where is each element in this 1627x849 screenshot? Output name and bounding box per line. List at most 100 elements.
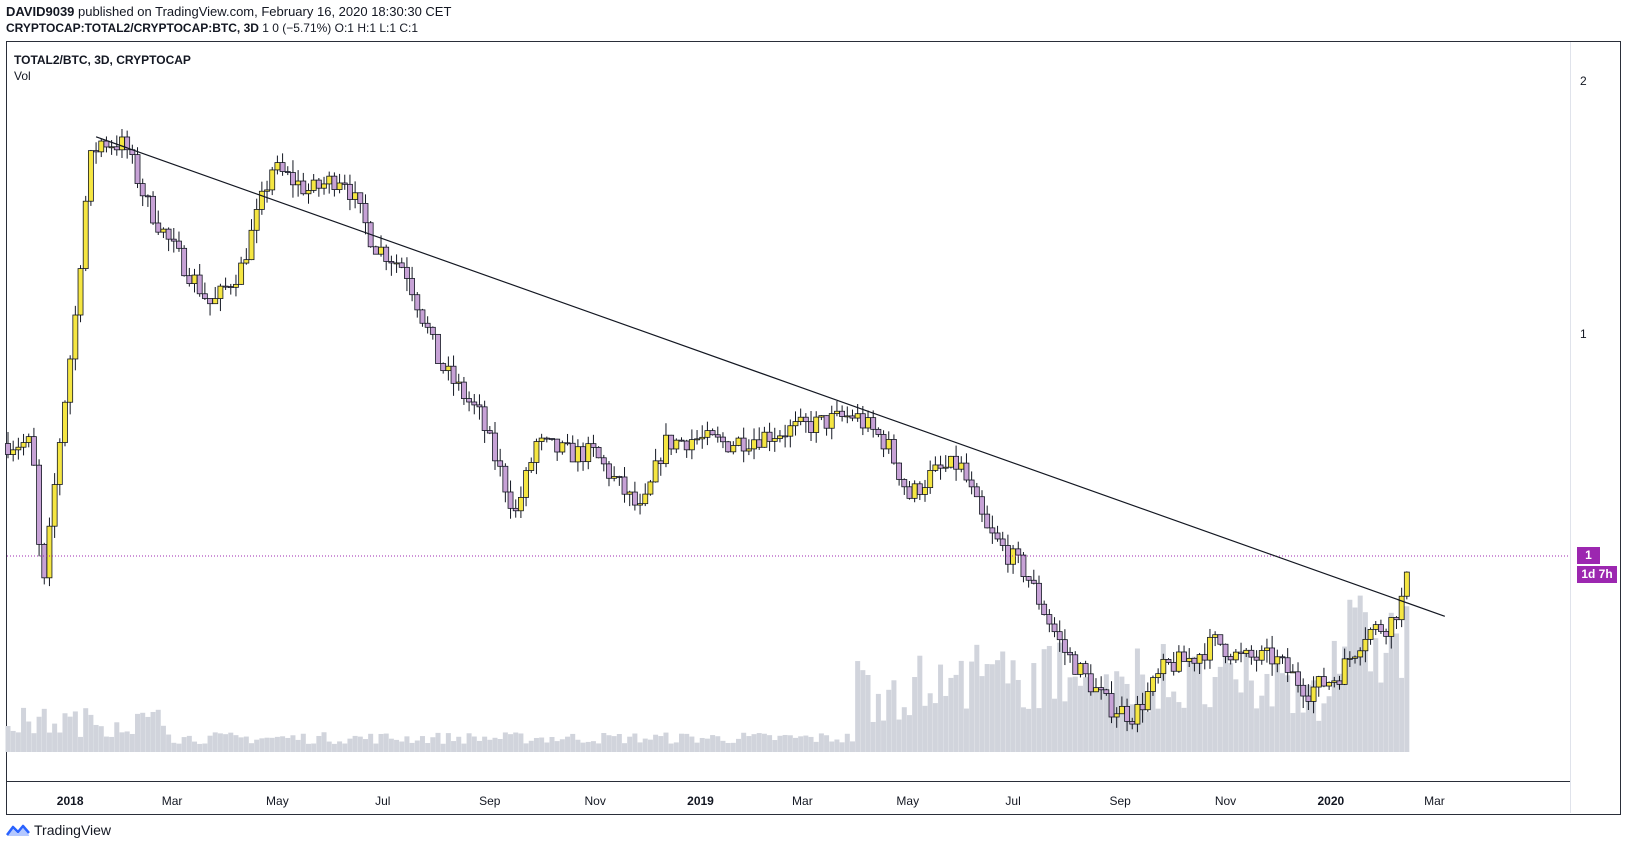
candle-up [1093, 687, 1099, 693]
volume-bar [798, 736, 804, 752]
candle-down [155, 222, 162, 233]
symbol-line: CRYPTOCAP:TOTAL2/CRYPTOCAP:BTC, 3D 1 0 (… [6, 21, 418, 35]
candle-down [657, 460, 664, 465]
volume-bar [596, 743, 602, 752]
volume-bar [912, 677, 918, 752]
volume-bar [891, 680, 897, 752]
volume-bar [394, 739, 400, 752]
candle-down [621, 476, 628, 495]
volume-bar [197, 743, 203, 752]
candle-up [1010, 548, 1016, 565]
time-tick-label: Sep [479, 794, 501, 808]
candle-down [486, 430, 493, 434]
candle-down [1393, 617, 1400, 621]
volume-bar [849, 741, 855, 752]
volume-bar [290, 735, 296, 752]
candle-down [492, 432, 498, 462]
volume-bar [1290, 713, 1296, 752]
volume-bar [1171, 691, 1177, 752]
candle-down [1025, 576, 1032, 581]
volume-bar [52, 723, 58, 752]
volume-bar [1005, 683, 1011, 752]
volume-bar [824, 735, 830, 752]
tradingview-brand[interactable]: TradingView [6, 822, 111, 838]
volume-bar [451, 741, 457, 752]
volume-bar [1052, 698, 1058, 752]
candle-up [1186, 657, 1193, 662]
volume-bar [487, 739, 493, 752]
time-tick-label: May [266, 794, 289, 808]
volume-bar [653, 734, 659, 752]
candle-up [108, 146, 115, 149]
volume-bar [1388, 612, 1394, 752]
candle-down [839, 410, 846, 417]
candle-up [533, 441, 540, 463]
candle-down [1238, 651, 1244, 654]
volume-bar [974, 644, 980, 752]
candle-up [611, 476, 618, 479]
candle-up [699, 436, 706, 440]
volume-bar [1347, 599, 1353, 752]
candle-up [1196, 654, 1203, 664]
candle-up [922, 487, 928, 495]
volume-bar [518, 733, 524, 752]
candle-up [865, 417, 871, 429]
candle-up [652, 460, 659, 483]
volume-bar [176, 743, 182, 752]
candle-up [559, 442, 566, 453]
candle-up [844, 415, 851, 418]
candle-down [600, 457, 607, 465]
candle-up [797, 416, 804, 422]
candle-down [1046, 614, 1053, 625]
volume-bar [36, 716, 42, 752]
volume-bar [248, 743, 254, 752]
candle-down [139, 183, 146, 197]
candle-up [730, 445, 737, 453]
candle-up [160, 228, 167, 233]
candle-up [642, 493, 649, 505]
candle-down [512, 507, 519, 512]
candle-down [590, 443, 597, 448]
candle-up [1243, 649, 1250, 654]
candle-up [46, 525, 53, 579]
candle-up [958, 462, 965, 470]
volume-bar [658, 736, 664, 752]
candle-down [937, 464, 944, 469]
volume-bar [1109, 695, 1115, 752]
candle-down [901, 479, 908, 488]
candle-down [891, 439, 897, 464]
candle-up [1258, 650, 1265, 661]
candle-down [1284, 657, 1291, 673]
candle-down [906, 486, 913, 499]
published-text: published on TradingView.com, February 1… [78, 4, 452, 19]
candle-down [543, 437, 550, 440]
candle-down [916, 483, 923, 495]
volume-bar [430, 737, 436, 752]
volume-bar [528, 740, 534, 752]
candle-down [424, 322, 431, 328]
volume-bar [103, 736, 109, 752]
candle-up [942, 466, 949, 469]
volume-bar [1300, 712, 1306, 752]
volume-bar [575, 739, 581, 752]
volume-bar [1057, 642, 1063, 752]
volume-bar [223, 734, 229, 752]
volume-bar [544, 742, 550, 752]
candle-up [1160, 658, 1167, 675]
candle-up [1175, 651, 1182, 672]
volume-bar [901, 707, 907, 752]
candle-up [885, 439, 892, 450]
candle-down [93, 150, 99, 153]
candle-up [704, 430, 711, 438]
candle-down [176, 240, 182, 249]
volume-bar [995, 660, 1001, 752]
volume-bar [135, 713, 141, 752]
chart-frame[interactable] [6, 41, 1621, 815]
candle-up [1367, 629, 1374, 640]
candle-up [777, 435, 783, 439]
price-axis[interactable] [1570, 42, 1621, 813]
volume-bar [647, 739, 653, 752]
volume-bar [601, 732, 607, 752]
candle-up [191, 274, 198, 285]
